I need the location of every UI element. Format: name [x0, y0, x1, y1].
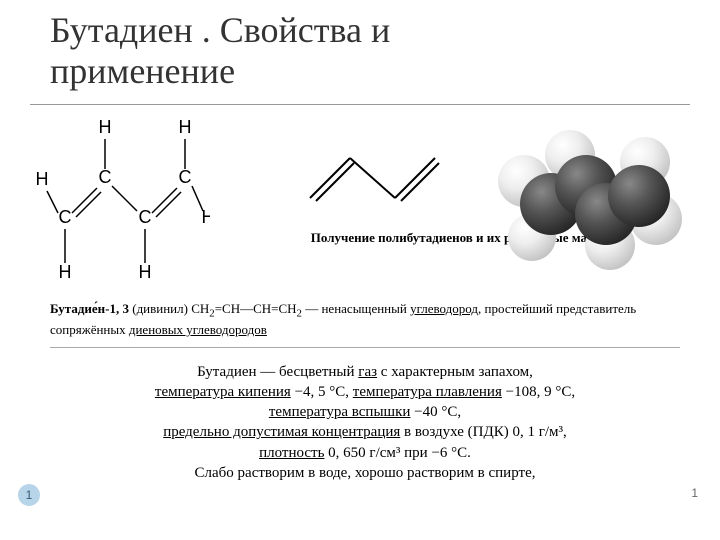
page-number-badge: 1	[18, 484, 40, 506]
density-link[interactable]: плотность	[259, 445, 324, 461]
title-divider	[30, 104, 690, 105]
hydrocarbon-link[interactable]: углеводород	[410, 301, 478, 316]
compound-name: Бутадие́н-1, 3	[50, 301, 129, 316]
svg-text:H: H	[179, 117, 192, 137]
svg-text:H: H	[139, 262, 152, 282]
title-line-2: применение	[50, 51, 235, 91]
space-filling-model	[490, 125, 680, 275]
svg-text:H: H	[36, 169, 49, 189]
melting-point-link[interactable]: температура плавления	[353, 384, 502, 400]
svg-text:C: C	[59, 207, 72, 227]
structural-formula-svg: C C C C H H H H H H	[30, 113, 210, 288]
page-title: Бутадиен . Свойства и применение	[0, 0, 720, 98]
skeletal-formula-svg	[300, 143, 470, 213]
definition-paragraph: Бутадие́н-1, 3 (дивинил) CH2=CH—CH=CH2 —…	[0, 288, 720, 343]
definition-divider	[50, 347, 680, 348]
svg-text:H: H	[59, 262, 72, 282]
structural-formula: C C C C H H H H H H	[30, 113, 210, 288]
page-number-footer: 1	[691, 486, 698, 500]
svg-text:C: C	[99, 167, 112, 187]
title-line-1: Бутадиен . Свойства и	[50, 10, 390, 50]
boiling-point-link[interactable]: температура кипения	[155, 384, 291, 400]
pdk-link[interactable]: предельно допустимая концентрация	[163, 424, 400, 440]
svg-text:C: C	[179, 167, 192, 187]
svg-text:H: H	[99, 117, 112, 137]
diene-link[interactable]: диеновых углеводородов	[129, 322, 267, 337]
svg-text:C: C	[139, 207, 152, 227]
gas-link[interactable]: газ	[358, 364, 377, 380]
atom-c	[608, 165, 670, 227]
figures-row: C C C C H H H H H H	[0, 113, 720, 288]
skeletal-formula	[300, 143, 470, 213]
properties-block: Бутадиен — бесцветный газ с характерным …	[0, 358, 720, 484]
flash-point-link[interactable]: температура вспышки	[269, 404, 411, 420]
